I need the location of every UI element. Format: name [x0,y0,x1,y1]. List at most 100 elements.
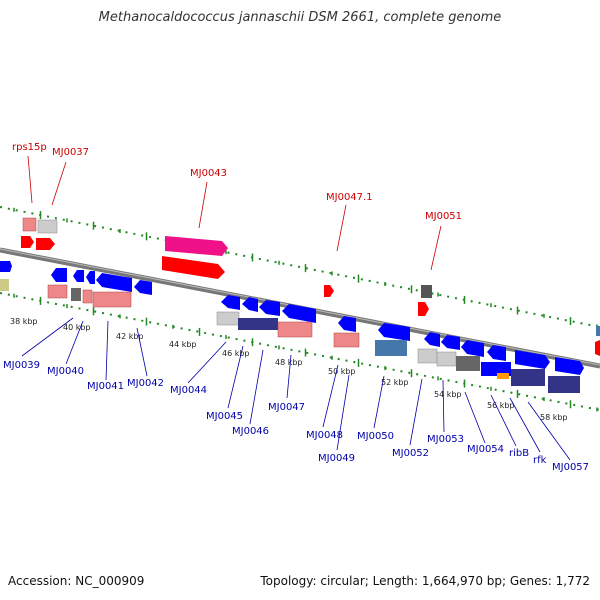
feature-mj0040-gene [71,288,81,301]
feature-edge-left-cds [0,261,12,272]
feature-rps15p-cds [21,236,34,248]
label-mj0041: MJ0041 [87,381,124,392]
feature-mj0037-cds [36,238,55,250]
feature-mj0040b-cds [86,271,95,284]
feature-edge-right-top [596,326,600,336]
feature-mj0037-gene [37,219,58,234]
leader-mj0047 [286,354,292,399]
scale-label-42: 42 kbp [116,332,144,341]
label-mj0050: MJ0050 [357,431,394,442]
leader-mj0049 [336,374,350,451]
leader-mj0057 [527,401,571,461]
scale-label-44: 44 kbp [169,340,197,349]
label-mj0048: MJ0048 [306,430,343,441]
scale-label-46: 46 kbp [222,349,250,358]
label-rfk: rfk [533,455,547,466]
leader-mj0050 [373,375,385,429]
label-mj0049: MJ0049 [318,453,355,464]
leader-mj0046 [249,349,264,425]
feature-mj0048-cds [338,316,356,332]
feature-mj0042-cds [134,280,152,295]
label-mj0046: MJ0046 [232,426,269,437]
forward-gene-labels: rps15p MJ0037 MJ0043 MJ0047.1 MJ0051 [12,142,462,222]
feature-mj0050-gene [375,340,407,356]
accession-text: Accession: NC_000909 [8,574,145,588]
feature-edge-left-gene [0,279,9,291]
label-mj0043: MJ0043 [190,168,227,179]
label-mj0047: MJ0047 [268,402,305,413]
feature-ribb-cds [487,345,506,361]
leader-rfk [509,397,541,453]
feature-mj0053-cds [441,335,460,350]
label-mj0052: MJ0052 [392,448,429,459]
label-ribb: ribB [509,448,529,459]
label-mj0039: MJ0039 [3,360,40,371]
leader-mj0054 [464,391,486,444]
feature-rfk-gene [511,369,545,386]
feature-ribb-highlight [497,373,509,379]
leader-mj0052 [409,378,423,446]
scale-label-40: 40 kbp [63,323,91,332]
leader-mj0037 [51,161,67,206]
scale-labels: 38 kbp 40 kbp 42 kbp 44 kbp 46 kbp 48 kb… [10,317,568,422]
scale-label-52: 52 kbp [381,378,409,387]
feature-ribb-gene [481,362,511,376]
feature-mj0052-cds [424,332,440,347]
feature-mj0041-cds [96,273,132,292]
label-mj0051: MJ0051 [425,211,462,222]
feature-mj0054-cds [461,340,484,357]
label-rps15p: rps15p [12,142,47,153]
feature-mj0057-gene [548,376,580,393]
feature-mj0047-1 [324,285,334,297]
tick-marks [13,207,598,412]
feature-mj0048-gene [333,332,360,348]
reverse-gene-labels: MJ0039 MJ0040 MJ0041 MJ0042 MJ0044 MJ004… [3,360,589,473]
label-mj0040: MJ0040 [47,366,84,377]
feature-mj0046-gene [238,318,278,330]
outer-tick-track [0,206,600,328]
leader-mj0045 [227,345,244,409]
leader-mj0042 [136,327,148,377]
feature-mj0057-cds [555,357,584,375]
scale-label-38: 38 kbp [10,317,38,326]
feature-mj0039-gene [47,284,68,299]
feature-mj0051-gene [421,285,432,298]
genome-summary-text: Topology: circular; Length: 1,664,970 bp… [260,574,590,588]
leader-mj0041 [105,320,109,381]
leader-mj0040 [65,320,84,365]
label-mj0054: MJ0054 [467,444,504,455]
feature-mj0052-gene [417,348,438,364]
label-mj0045: MJ0045 [206,411,243,422]
feature-edge-right [595,340,600,356]
forward-features [21,217,600,356]
reverse-features [0,261,584,393]
label-mj0044: MJ0044 [170,385,207,396]
feature-mj0043-gene [165,236,228,256]
label-mj0047-1: MJ0047.1 [326,192,373,203]
feature-mj0040-cds [73,270,84,282]
genome-title: Methanocaldococcus jannaschii DSM 2661, … [98,10,502,25]
feature-rps15p-gene [22,217,37,232]
feature-mj0051-cds [418,302,429,316]
feature-mj0047-cds [282,304,316,323]
feature-mj0045-cds [242,297,258,312]
feature-mj0044-cds [221,295,240,310]
feature-mj0050-cds [378,323,410,341]
label-mj0053: MJ0053 [427,434,464,445]
scale-label-56: 56 kbp [487,401,515,410]
scale-label-58: 58 kbp [540,413,568,422]
feature-mj0053-gene [436,351,457,367]
reverse-leaders [21,317,571,461]
leader-mj0039 [21,317,74,357]
scale-label-50: 50 kbp [328,367,356,376]
feature-rfk-cds [515,350,550,369]
leader-mj0053 [442,379,445,433]
leader-mj0047-1 [336,204,347,252]
leader-ribb [490,394,517,447]
label-mj0037: MJ0037 [52,147,89,158]
feature-mj0047-gene [277,321,313,338]
label-mj0042: MJ0042 [127,378,164,389]
feature-mj0054-gene [456,356,480,371]
inner-tick-track [0,292,600,411]
